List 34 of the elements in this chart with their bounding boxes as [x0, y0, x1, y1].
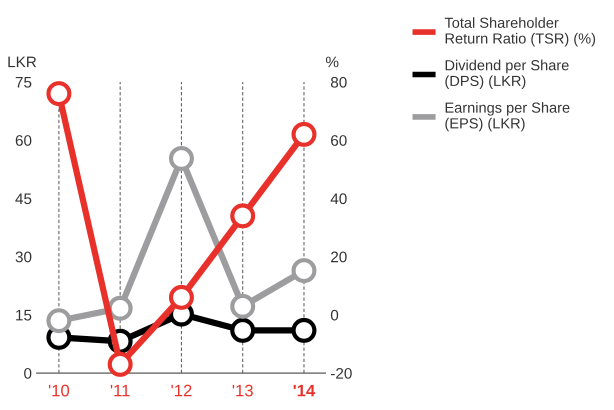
point	[291, 122, 316, 147]
point	[168, 284, 194, 310]
point	[291, 318, 316, 343]
point	[291, 258, 316, 284]
point	[108, 296, 133, 321]
x-tick-label: '14	[294, 384, 316, 396]
legend-label: Total Shareholder Return Ratio (TSR) (%)	[444, 17, 596, 47]
point	[230, 318, 256, 343]
x-tick-label: '13	[232, 384, 253, 396]
point	[46, 308, 72, 334]
y-tick-label: 0	[24, 368, 32, 379]
y-tick-label: 30	[16, 252, 32, 262]
x-tick-label: '11	[110, 384, 130, 396]
point	[230, 203, 256, 228]
y-tick-label: 15	[16, 310, 32, 321]
x-tick-label: '10	[48, 384, 70, 396]
point	[168, 146, 194, 171]
y2-tick-label: 40	[330, 193, 347, 204]
y-tick-label: 75	[16, 77, 32, 88]
y2-tick-label: 80	[330, 76, 347, 88]
y2-tick-label: -20	[330, 368, 352, 379]
y2-axis-title: %	[326, 56, 338, 68]
y-tick-label: 60	[16, 135, 32, 146]
y-tick-label: 45	[15, 193, 32, 204]
y2-tick-label: 60	[331, 135, 347, 146]
point	[108, 352, 133, 377]
legend-label: Dividend per Share (DPS) (LKR)	[445, 60, 569, 89]
y-axis-title: LKR	[8, 56, 36, 68]
x-tick-label: '12	[171, 384, 192, 396]
y2-tick-label: 20	[331, 252, 347, 262]
point	[230, 294, 256, 319]
point	[46, 81, 72, 106]
legend-label: Earnings per Share (EPS) (LKR)	[445, 102, 570, 132]
y2-tick-label: 0	[330, 310, 338, 321]
